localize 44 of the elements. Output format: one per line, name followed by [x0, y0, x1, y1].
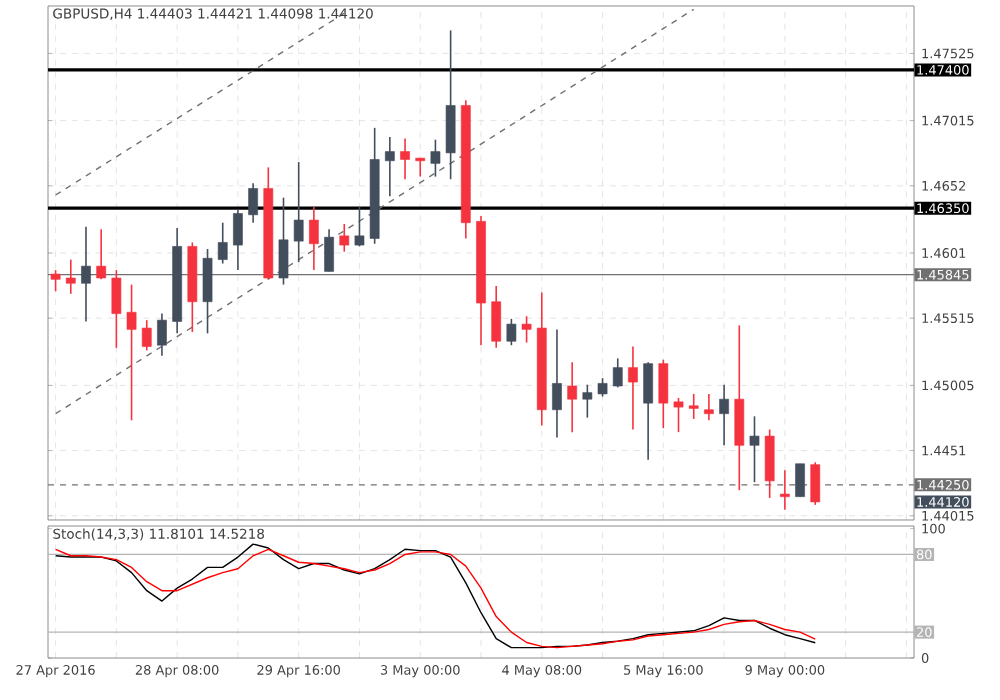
candlestick [445, 29, 456, 181]
candlestick [719, 383, 729, 447]
candlestick [521, 315, 532, 344]
candlestick [141, 319, 152, 352]
candlestick [764, 428, 775, 499]
candlestick [293, 161, 304, 263]
candlestick [688, 393, 699, 420]
candlestick [643, 361, 653, 461]
candlestick [233, 208, 243, 271]
candlestick [734, 324, 745, 491]
candlestick [217, 221, 228, 265]
candlestick [111, 269, 122, 349]
candlestick [506, 318, 517, 346]
candlestick [50, 269, 61, 292]
candlestick [628, 345, 638, 431]
candlestick [749, 415, 760, 483]
candlestick [157, 312, 167, 357]
candlestick [810, 461, 821, 506]
candlestick [354, 206, 365, 248]
candlestick [430, 138, 441, 178]
candlestick [415, 157, 426, 178]
candlestick [552, 328, 562, 439]
candlestick [126, 283, 137, 422]
candlestick [339, 223, 350, 253]
candlestick [248, 182, 258, 224]
candlestick [400, 137, 410, 181]
candlestick [658, 358, 669, 429]
candlestick [384, 136, 395, 198]
candlestick [324, 228, 334, 273]
candlestick [567, 361, 578, 433]
candlestick [202, 248, 213, 335]
candlestick [704, 393, 714, 422]
candlestick [65, 258, 76, 295]
candlestick [81, 225, 91, 323]
candlestick [795, 462, 805, 498]
candlestick [582, 383, 593, 419]
candlestick [309, 206, 319, 271]
candlestick [491, 285, 502, 349]
candlestick [278, 196, 289, 286]
candlestick [780, 469, 790, 511]
candlestick [673, 397, 684, 433]
candlestick [597, 377, 608, 398]
candlestick [96, 228, 107, 281]
candlestick [612, 357, 623, 389]
